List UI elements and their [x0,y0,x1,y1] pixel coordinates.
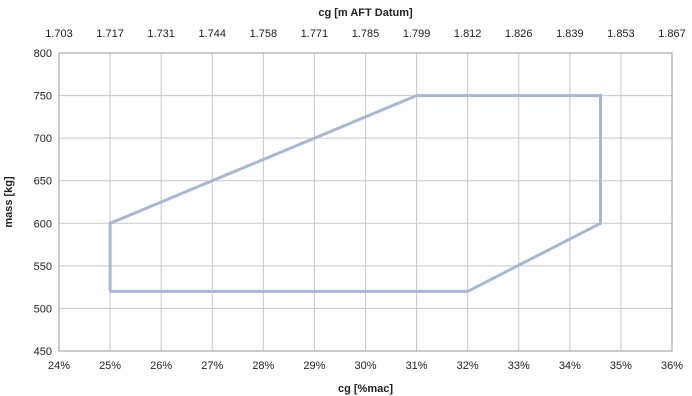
series-layer [108,94,602,293]
y-axis-title: mass [kg] [3,176,15,228]
x2-tick-labels: 1.703 1.717 1.731 1.744 1.758 1.771 1.785 1.799… [45,28,686,40]
x-tick-label: 24% [48,360,70,372]
x2-tick-label: 1.839 [556,28,584,40]
x-tick-label: 36% [661,360,683,372]
x2-tick-label: 1.744 [198,28,226,40]
y-tick-label: 700 [34,133,52,145]
y-tick-labels: 450 500 550 600 650 700 750 800 [34,48,52,358]
x2-tick-label: 1.717 [96,28,124,40]
x2-tick-label: 1.758 [250,28,278,40]
x2-tick-label: 1.799 [403,28,431,40]
y-tick-label: 600 [34,218,52,230]
x-axis-title: cg [%mac] [338,383,393,395]
y-tick-label: 500 [34,303,52,315]
y-tick-label: 650 [34,176,52,188]
y-tick-label: 550 [34,261,52,273]
x-tick-label: 28% [252,360,274,372]
x2-tick-label: 1.771 [301,28,329,40]
envelope-line [108,94,602,293]
x-tick-labels: 24% 25% 26% 27% 28% 29% 30% 31% 32% 33% 34% 35% 36% [48,360,683,372]
x-tick-label: 35% [610,360,632,372]
x-tick-label: 26% [150,360,172,372]
y-tick-label: 450 [34,346,52,358]
x2-tick-label: 1.812 [454,28,482,40]
x-tick-label: 34% [559,360,581,372]
grid-layer [58,52,673,352]
x2-tick-label: 1.826 [505,28,533,40]
x-tick-label: 33% [508,360,530,372]
x2-tick-label: 1.867 [658,28,686,40]
x-tick-label: 31% [406,360,428,372]
x2-tick-label: 1.785 [352,28,380,40]
y-tick-label: 750 [34,91,52,103]
plot-frame [58,52,673,352]
x-tick-label: 30% [354,360,376,372]
x2-tick-label: 1.703 [45,28,73,40]
x-tick-label: 27% [201,360,223,372]
x2-tick-label: 1.731 [147,28,175,40]
x2-tick-label: 1.853 [607,28,635,40]
x2-axis-title: cg [m AFT Datum] [318,7,413,19]
x-tick-label: 25% [99,360,121,372]
y-tick-label: 800 [34,48,52,60]
x-tick-label: 29% [303,360,325,372]
x-tick-label: 32% [457,360,479,372]
